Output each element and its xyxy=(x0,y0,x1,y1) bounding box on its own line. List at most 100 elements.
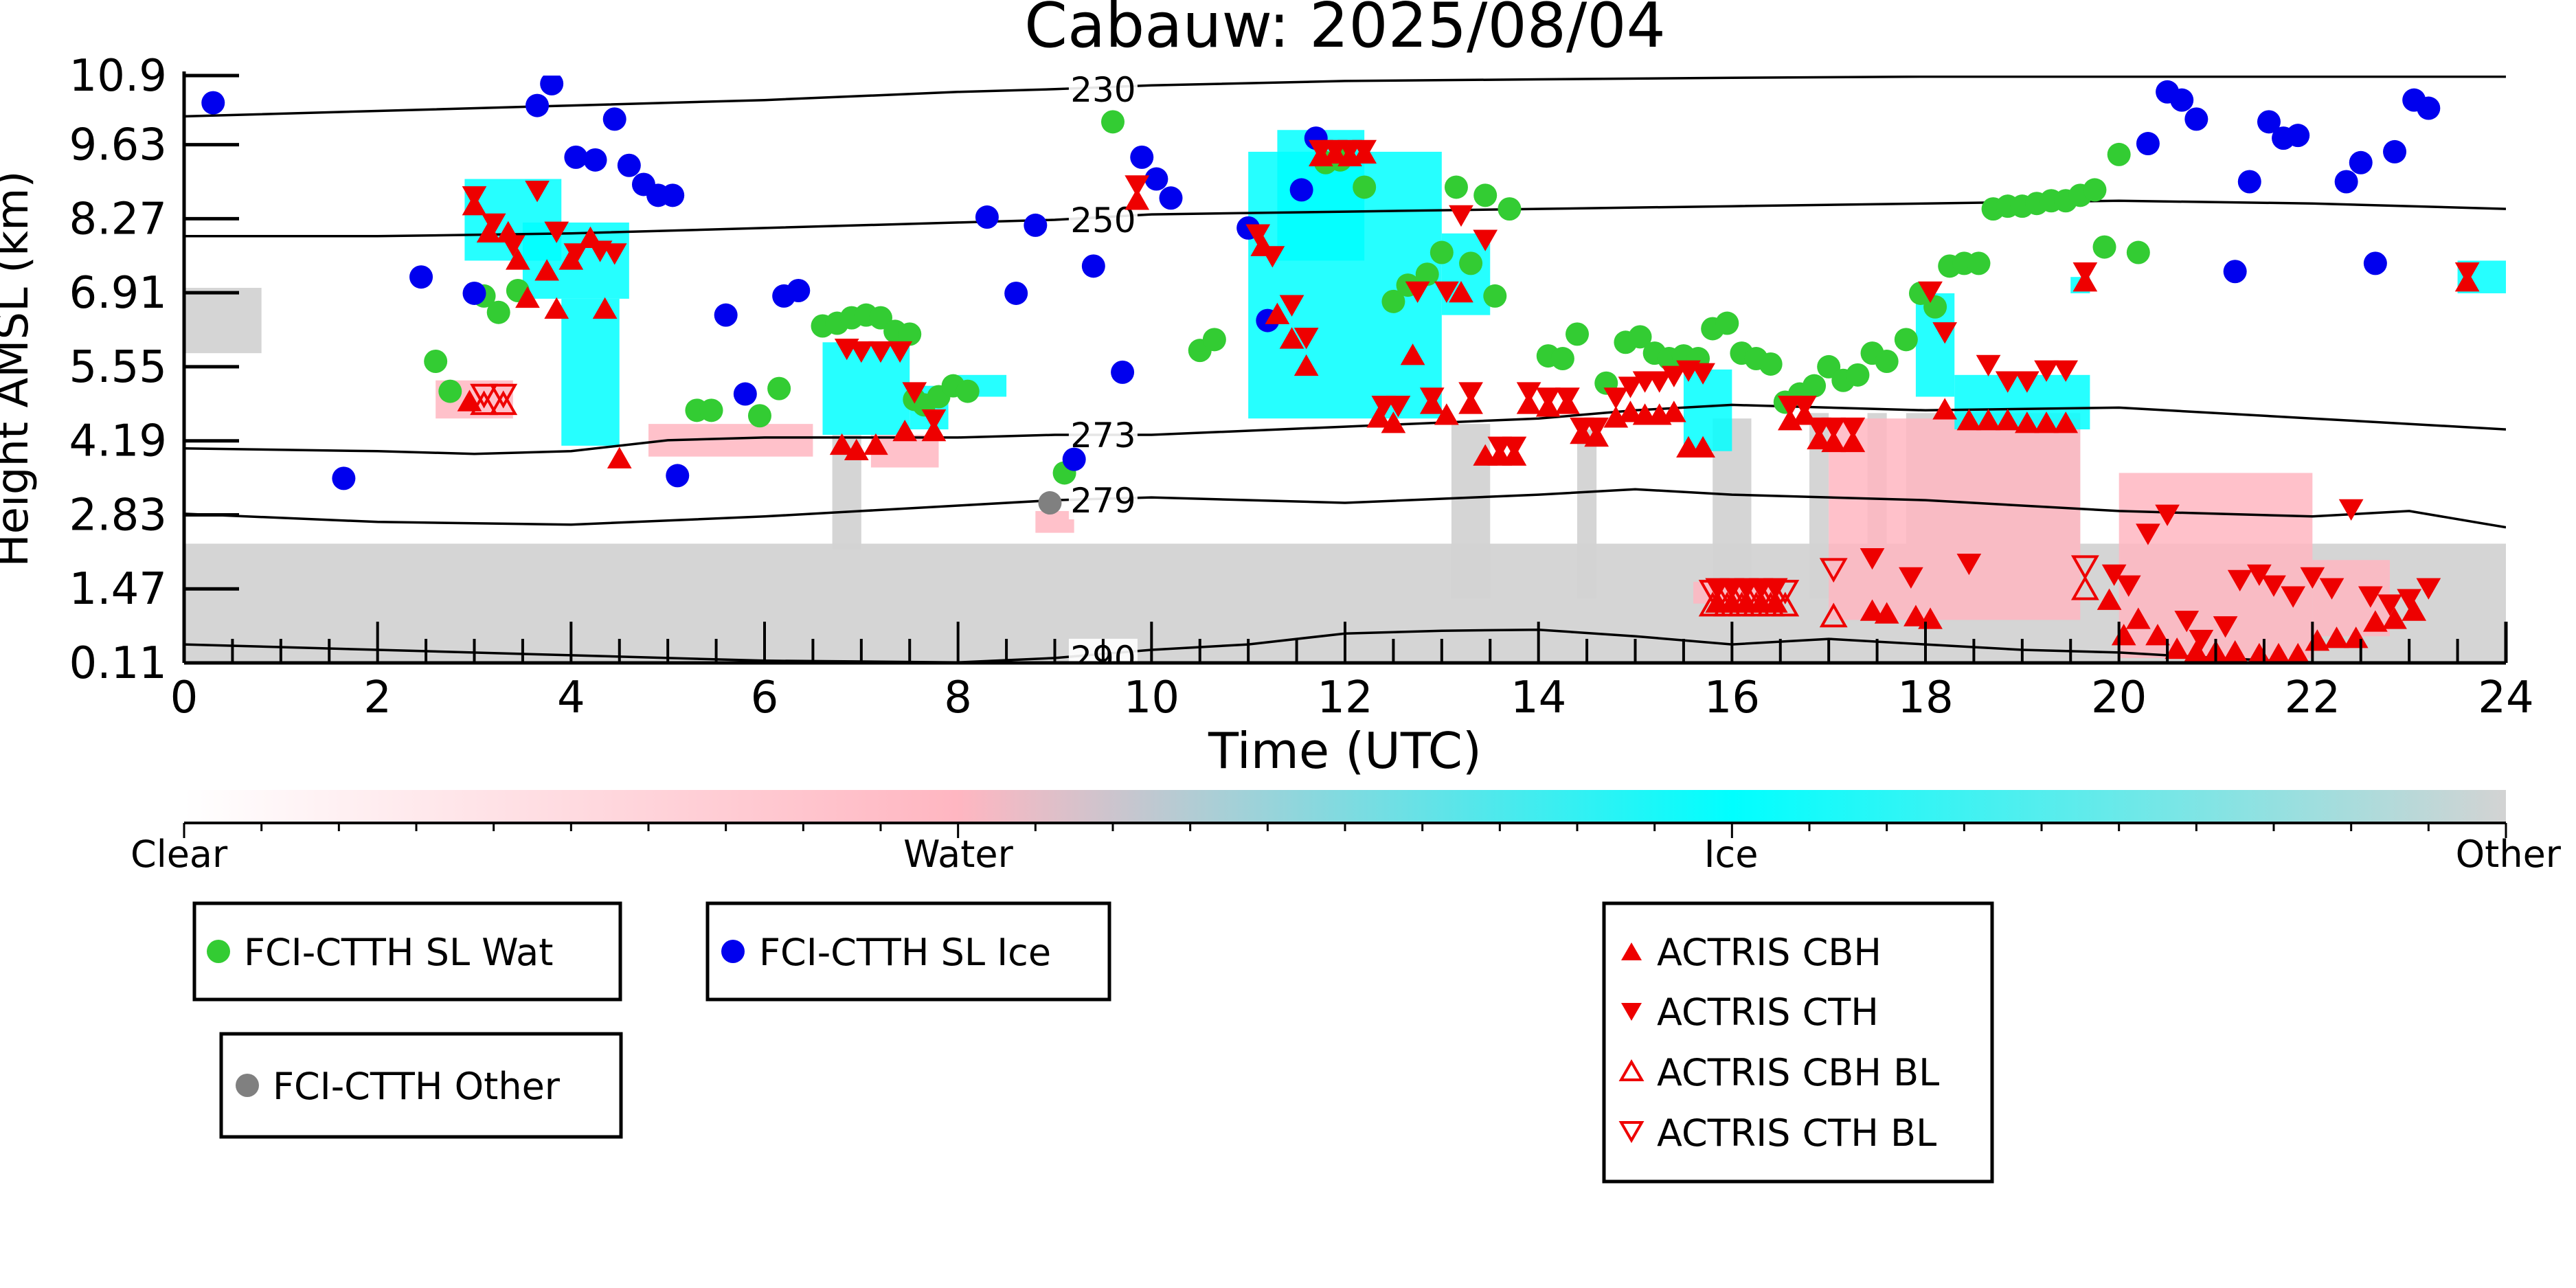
marker-actris-cbh xyxy=(592,297,618,319)
marker-fci-ctth-sl-ice xyxy=(2136,132,2160,156)
marker-fci-ctth-sl-wat xyxy=(1875,350,1899,374)
marker-actris-cbh xyxy=(1125,188,1150,210)
legend-marker-cth-bl xyxy=(1618,1121,1645,1144)
marker-actris-cbh xyxy=(2145,624,2170,646)
marker-actris-cth xyxy=(2174,611,2200,633)
marker-actris-cbh xyxy=(844,438,869,461)
marker-actris-cbh-bl xyxy=(489,390,518,416)
marker-fci-ctth-sl-wat xyxy=(1759,352,1783,376)
marker-fci-ctth-sl-ice xyxy=(1111,360,1135,384)
marker-fci-ctth-sl-wat xyxy=(2107,142,2131,166)
marker-actris-cbh xyxy=(829,433,855,455)
x-tick-label: 12 xyxy=(1317,673,1372,723)
isotherm-label: 250 xyxy=(1070,201,1136,240)
marker-fci-ctth-sl-wat xyxy=(699,398,723,422)
marker-actris-cth xyxy=(1535,387,1561,409)
marker-actris-cbh xyxy=(1434,403,1459,425)
x-tick-label: 6 xyxy=(751,673,779,723)
y-tick-label: 4.19 xyxy=(69,416,168,467)
marker-fci-ctth-sl-ice xyxy=(975,205,999,229)
marker-actris-cth xyxy=(2101,564,2127,587)
isotherm-label: 279 xyxy=(1070,481,1136,521)
region-other xyxy=(1577,429,1597,598)
marker-actris-cth xyxy=(1419,387,1445,409)
marker-fci-ctth-sl-ice xyxy=(2349,150,2373,174)
marker-fci-ctth-sl-wat xyxy=(1498,197,1522,221)
marker-actris-cth xyxy=(2136,523,2160,545)
marker-actris-cth xyxy=(1792,396,1817,418)
marker-fci-ctth-sl-wat xyxy=(1202,328,1226,352)
marker-fci-ctth-sl-wat xyxy=(1846,363,1870,387)
marker-actris-cbh xyxy=(2053,411,2079,433)
marker-actris-cth xyxy=(481,213,506,235)
marker-actris-cth xyxy=(500,235,526,257)
marker-actris-cth xyxy=(1293,328,1319,350)
legend-marker-other xyxy=(236,1074,259,1097)
marker-fci-ctth-sl-ice xyxy=(2237,170,2261,194)
marker-fci-ctth-sl-ice xyxy=(2363,251,2387,275)
marker-actris-cth-bl xyxy=(2070,555,2099,580)
marker-fci-ctth-sl-wat xyxy=(1566,322,1589,346)
colorbar-gradient xyxy=(184,790,2506,823)
marker-actris-cth xyxy=(2338,499,2364,521)
marker-fci-ctth-sl-ice xyxy=(1081,254,1105,278)
region-ice xyxy=(561,298,620,446)
marker-actris-cth xyxy=(1691,363,1715,385)
marker-actris-cbh xyxy=(1400,343,1425,365)
y-tick-label: 6.91 xyxy=(69,268,168,319)
colorbar-label-water: Water xyxy=(903,833,1013,876)
marker-fci-ctth-sl-wat xyxy=(1101,110,1125,134)
marker-actris-cbh-bl xyxy=(1742,591,1770,617)
legend-frame xyxy=(1602,901,1994,1184)
marker-fci-ctth-sl-wat xyxy=(1923,295,1947,319)
marker-actris-cth xyxy=(2358,586,2383,608)
region-ice xyxy=(822,342,910,435)
marker-fci-ctth-sl-ice xyxy=(733,382,757,406)
marker-fci-ctth-sl-ice xyxy=(602,107,626,131)
marker-actris-cbh xyxy=(1903,605,1928,626)
x-tick-label: 8 xyxy=(944,673,972,723)
marker-actris-cth xyxy=(2247,564,2272,587)
marker-fci-ctth-sl-ice xyxy=(2286,124,2310,148)
marker-fci-ctth-sl-ice xyxy=(2170,88,2194,112)
isotherm-label-bg xyxy=(1068,415,1138,454)
marker-fci-ctth-sl-wat xyxy=(747,404,771,428)
marker-actris-cth xyxy=(1555,387,1580,409)
marker-actris-cth xyxy=(2155,504,2180,526)
marker-fci-ctth-sl-wat xyxy=(1381,289,1405,313)
marker-actris-cbh xyxy=(1661,400,1686,422)
marker-fci-ctth-sl-ice xyxy=(1024,213,1048,237)
marker-fci-ctth-sl-wat xyxy=(486,300,510,324)
marker-actris-cbh xyxy=(2324,626,2349,648)
marker-actris-cbh xyxy=(2034,411,2059,433)
y-tick-label: 1.47 xyxy=(69,564,168,615)
legend-label-cth-bl: ACTRIS CTH BL xyxy=(1657,1111,1936,1155)
marker-fci-ctth-sl-ice xyxy=(1144,167,1168,191)
marker-actris-cth xyxy=(1260,246,1285,268)
marker-actris-cbh xyxy=(1874,602,1899,624)
marker-actris-cbh-bl xyxy=(1727,591,1756,617)
marker-actris-cth xyxy=(1661,365,1686,387)
isotherm-line xyxy=(184,488,2506,529)
marker-actris-cth-bl xyxy=(470,383,499,409)
x-tick-label: 18 xyxy=(1897,673,1953,723)
legend-box-actris: ACTRIS CBH ACTRIS CTH ACTRIS CBH BL ACTR… xyxy=(1602,901,1994,1184)
marker-fci-ctth-sl-wat xyxy=(2092,235,2116,259)
legend-box-other: FCI-CTTH Other xyxy=(219,1032,623,1139)
region-ice xyxy=(1683,369,1732,451)
marker-actris-cbh xyxy=(1860,599,1885,621)
marker-fci-ctth-sl-ice xyxy=(409,265,433,289)
chart-title: Cabauw: 2025/08/04 xyxy=(1024,0,1666,62)
marker-actris-cth xyxy=(902,382,927,404)
marker-actris-cth xyxy=(2454,262,2480,284)
marker-fci-ctth-sl-ice xyxy=(787,278,811,302)
marker-actris-cth xyxy=(2300,567,2325,589)
marker-actris-cth xyxy=(1899,567,1923,589)
marker-actris-cbh xyxy=(1995,409,2020,431)
x-tick-label: 4 xyxy=(557,673,585,723)
marker-fci-ctth-sl-ice xyxy=(714,303,738,327)
marker-fci-ctth-sl-ice xyxy=(617,153,641,177)
marker-actris-cth xyxy=(1584,417,1609,440)
marker-fci-ctth-sl-ice xyxy=(583,148,607,172)
marker-actris-cth xyxy=(1840,417,1866,440)
